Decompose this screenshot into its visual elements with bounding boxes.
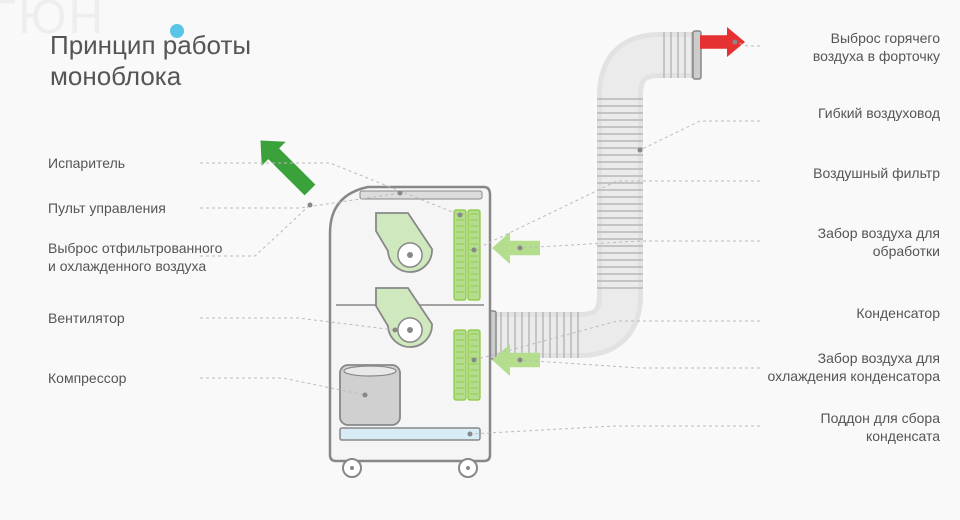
label-left-1: Пульт управления [48, 200, 248, 218]
label-right-5: Забор воздуха дляохлаждения конденсатора [750, 350, 940, 385]
label-right-0: Выброс горячеговоздуха в форточку [750, 30, 940, 65]
label-left-2: Выброс отфильтрованногои охлажденного во… [48, 240, 248, 275]
label-right-4: Конденсатор [750, 305, 940, 323]
label-left-4: Компрессор [48, 370, 248, 388]
label-right-3: Забор воздуха для обработки [750, 225, 940, 260]
label-right-2: Воздушный фильтр [750, 165, 940, 183]
label-right-1: Гибкий воздуховод [750, 105, 940, 123]
label-right-6: Поддон для сбора конденсата [750, 410, 940, 445]
label-left-0: Испаритель [48, 155, 248, 173]
label-left-3: Вентилятор [48, 310, 248, 328]
